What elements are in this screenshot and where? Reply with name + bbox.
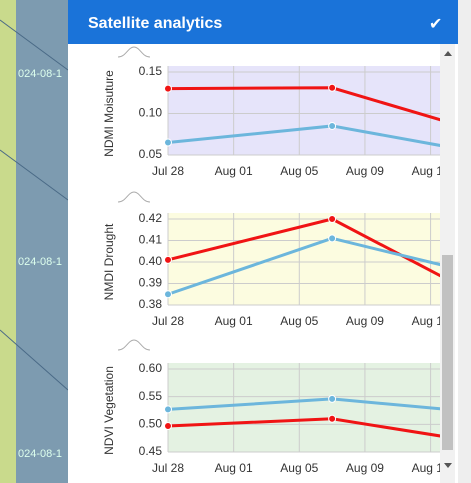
x-tick-label: Jul 28 xyxy=(152,461,184,475)
point xyxy=(164,255,172,264)
wave-icon xyxy=(117,46,151,58)
point xyxy=(328,215,337,223)
y-axis-label: NDMI Moisuture xyxy=(102,70,116,157)
y-tick-label: 0.10 xyxy=(139,106,163,120)
plot-bg xyxy=(168,213,440,305)
plot-bg xyxy=(168,66,440,155)
point xyxy=(164,84,172,93)
y-tick-label: 0.60 xyxy=(139,361,163,375)
x-tick-label: Aug 05 xyxy=(280,461,318,475)
wave-icon xyxy=(117,339,151,351)
y-tick-label: 0.05 xyxy=(139,147,163,161)
y-tick-label: 0.40 xyxy=(139,254,163,268)
y-tick-label: 0.42 xyxy=(139,211,163,225)
x-tick-label: Jul 28 xyxy=(152,164,184,178)
y-tick-label: 0.45 xyxy=(139,444,163,458)
x-tick-label: Jul 28 xyxy=(152,314,184,328)
y-tick-label: 0.38 xyxy=(139,297,163,311)
x-tick-label: Aug 13 xyxy=(412,461,450,475)
y-axis-label: NDVI Vegetation xyxy=(102,366,116,455)
x-tick-label: Aug 09 xyxy=(346,314,384,328)
x-tick-label: Aug 05 xyxy=(280,164,318,178)
map-road xyxy=(0,19,69,71)
y-axis-label: NMDI Drought xyxy=(102,223,116,300)
y-tick-label: 0.41 xyxy=(139,233,163,247)
scroll-down[interactable] xyxy=(444,463,452,468)
icons xyxy=(117,46,151,351)
map-label: 024-08-1 xyxy=(18,448,62,460)
point xyxy=(328,394,337,403)
check-button[interactable]: ✔ xyxy=(429,16,442,33)
point xyxy=(328,414,337,423)
x-tick-label: Aug 09 xyxy=(346,461,384,475)
map-road xyxy=(0,149,69,201)
map-label: 024-08-1 xyxy=(18,68,62,80)
y-tick-label: 0.15 xyxy=(139,64,163,78)
y-tick-label: 0.50 xyxy=(139,417,163,431)
charts: 0.05 0.10 0.15 Jul 28 Aug 01 Aug 05 Aug 09 Aug … xyxy=(102,64,450,475)
point xyxy=(328,234,337,243)
scroll-thumb[interactable] xyxy=(442,255,453,450)
point xyxy=(164,421,172,430)
x-tick-label: Aug 01 xyxy=(215,461,253,475)
map-strip xyxy=(0,0,16,483)
point xyxy=(164,405,172,414)
x-tick-label: Aug 05 xyxy=(280,314,318,328)
point xyxy=(328,83,337,92)
map-road xyxy=(0,329,69,391)
point xyxy=(164,290,172,299)
x-tick-label: Aug 01 xyxy=(215,314,253,328)
map: 024-08-1 024-08-1 024-08-1 xyxy=(0,0,69,483)
x-tick-label: Aug 09 xyxy=(346,164,384,178)
x-tick-label: Aug 13 xyxy=(412,314,450,328)
x-tick-label: Aug 13 xyxy=(412,164,450,178)
panel-header xyxy=(68,0,458,44)
x-tick-label: Aug 01 xyxy=(215,164,253,178)
wave-icon xyxy=(117,191,151,203)
scroll-up[interactable] xyxy=(444,51,452,56)
y-tick-label: 0.55 xyxy=(139,389,163,403)
point xyxy=(164,138,172,147)
point xyxy=(328,121,337,130)
panel-title: Satellite analytics xyxy=(88,15,222,32)
map-label: 024-08-1 xyxy=(18,256,62,268)
y-tick-label: 0.39 xyxy=(139,276,163,290)
